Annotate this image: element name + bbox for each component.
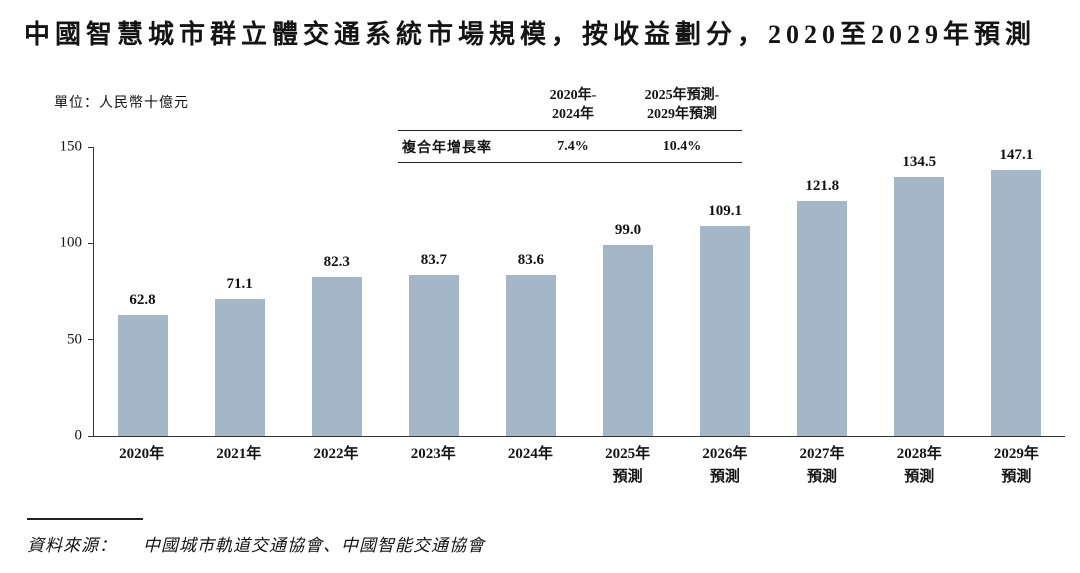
x-axis-label: 2028年 預測 [896, 446, 942, 485]
bar-group: 109.1 [677, 147, 774, 436]
x-axis-label: 2020年 [119, 446, 165, 462]
cagr-table-row: 複合年增長率 7.4% 10.4% [398, 130, 742, 163]
y-tick-label: 150 [59, 138, 83, 155]
bar [894, 176, 945, 436]
bar-group: 83.6 [482, 147, 579, 436]
bar [603, 245, 654, 436]
y-tick-mark [88, 339, 94, 341]
y-tick-mark [88, 242, 94, 244]
y-tick-label: 0 [74, 427, 83, 444]
x-axis-label: 2025年 預測 [605, 446, 651, 485]
x-axis-label: 2022年 [313, 446, 359, 462]
y-tick-mark [88, 435, 94, 437]
source-label: 資料來源： [27, 536, 117, 555]
bar-value-label: 71.1 [226, 276, 253, 293]
bar [117, 315, 168, 436]
bar-value-label: 83.6 [517, 251, 545, 268]
x-axis-label: 2024年 [507, 446, 553, 462]
bar-group: 83.7 [385, 147, 482, 436]
x-axis-label: 2026年 預測 [702, 446, 748, 485]
bar-value-label: 83.7 [420, 251, 447, 268]
bar [991, 170, 1042, 436]
bar [797, 201, 848, 436]
x-axis-label: 2029年 預測 [993, 446, 1039, 485]
source-divider [27, 518, 143, 520]
cagr-header-spacer [398, 86, 524, 130]
cagr-value-2025-2029: 10.4% [662, 139, 702, 154]
bar [408, 274, 459, 436]
bar-value-label: 62.8 [129, 292, 156, 309]
bar [311, 277, 362, 436]
bar-value-label: 109.1 [708, 202, 742, 219]
bar-value-label: 147.1 [999, 147, 1034, 163]
cagr-header-col1-line2: 2024年 [552, 107, 594, 122]
x-axis-label: 2021年 [216, 446, 262, 462]
source-text: 中國城市軌道交通協會、中國智能交通協會 [143, 536, 485, 555]
y-tick-mark [88, 146, 94, 148]
cagr-value-2020-2024: 7.4% [557, 139, 589, 154]
cagr-header-col2-line2: 2029年預測 [647, 107, 717, 122]
bar-value-label: 82.3 [323, 254, 350, 271]
bar [505, 274, 556, 436]
cagr-row-label: 複合年增長率 [402, 141, 492, 156]
cagr-header-col1-line1: 2020年- [549, 88, 597, 103]
source-note: 資料來源： 中國城市軌道交通協會、中國智能交通協會 [27, 531, 485, 556]
bar-group: 71.1 [191, 147, 288, 436]
cagr-header-col2: 2025年預測- 2029年預測 [622, 86, 742, 130]
bar [214, 299, 265, 436]
y-tick-label: 50 [67, 331, 82, 348]
bar-group: 82.3 [288, 147, 385, 436]
bar [700, 225, 751, 436]
bar-group: 134.5 [871, 147, 968, 436]
bar-group: 99.0 [579, 147, 676, 436]
unit-label: 單位：人民幣十億元 [54, 96, 189, 111]
y-tick-label: 100 [59, 234, 83, 251]
x-axis-labels: 2020年 2021年 2022年 2023年 2024年 2025年 預測 2026年 預測 2… [93, 443, 1065, 489]
bar-value-label: 134.5 [902, 153, 937, 170]
cagr-table: 2020年- 2024年 2025年預測- 2029年預測 複合年增長率 7.4… [398, 86, 742, 163]
bars-container: 62.8 71.1 82.3 83.7 83.6 99.0 109.1 121.8 134.5 1… [94, 147, 1065, 436]
cagr-header-col1: 2020年- 2024年 [524, 86, 622, 130]
x-axis-label: 2027年 預測 [799, 446, 845, 485]
cagr-table-header: 2020年- 2024年 2025年預測- 2029年預測 [398, 86, 742, 130]
bar-value-label: 121.8 [805, 178, 840, 195]
plot-area: 62.8 71.1 82.3 83.7 83.6 99.0 109.1 121.8 134.5 1… [60, 139, 1065, 444]
bar-value-label: 99.0 [614, 222, 642, 239]
x-axis-label: 2023年 [410, 446, 456, 462]
bar-group: 121.8 [774, 147, 871, 436]
cagr-header-col2-line1: 2025年預測- [644, 88, 720, 103]
bar-group: 147.1 [968, 147, 1065, 436]
bar-group: 62.8 [94, 147, 191, 436]
chart-title: 中國智慧城市群立體交通系統市場規模，按收益劃分，2020至2029年預測 [24, 20, 1037, 49]
